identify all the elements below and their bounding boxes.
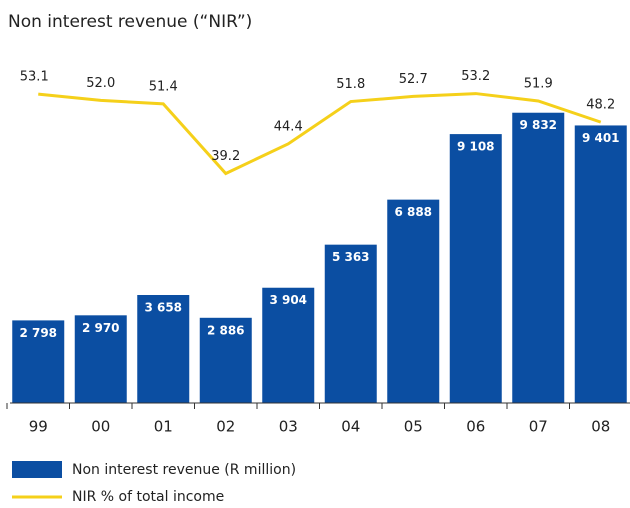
data-label: 52.0: [86, 76, 115, 91]
data-label: 53.2: [461, 69, 490, 84]
data-label: 2 970: [82, 321, 120, 335]
x-tick-label: 08: [591, 418, 610, 436]
bar: [199, 317, 252, 403]
x-tick-label: 03: [279, 418, 298, 436]
x-tick-label: 06: [466, 418, 485, 436]
bar: [387, 199, 440, 403]
data-label: 53.1: [20, 70, 49, 85]
data-label: 3 904: [269, 293, 307, 307]
legend-swatch: [12, 461, 62, 478]
x-tick-label: 07: [529, 418, 548, 436]
data-label: 51.4: [149, 79, 178, 94]
data-label: 2 886: [207, 323, 245, 337]
bar: [574, 125, 627, 404]
data-label: 9 401: [582, 131, 620, 145]
x-tick-label: 05: [404, 418, 423, 436]
bar: [74, 315, 127, 403]
data-label: 52.7: [399, 72, 428, 87]
data-label: 3 658: [144, 301, 182, 315]
data-label: 48.2: [586, 98, 615, 113]
data-label: 2 798: [19, 326, 57, 340]
x-tick-label: 99: [29, 418, 48, 436]
data-label: 9 832: [519, 118, 557, 132]
data-label: 9 108: [457, 140, 495, 154]
data-label: 51.8: [336, 77, 365, 92]
data-label: 44.4: [274, 119, 303, 134]
bar: [137, 295, 190, 403]
chart-title: Non interest revenue (“NIR”): [8, 12, 252, 32]
bar: [512, 112, 565, 404]
data-label: 5 363: [332, 250, 370, 264]
data-label: 6 888: [394, 205, 432, 219]
x-tick-label: 04: [341, 418, 360, 436]
bar: [12, 320, 65, 403]
data-label: 39.2: [211, 149, 240, 164]
x-tick-label: 02: [216, 418, 235, 436]
legend-label: Non interest revenue (R million): [72, 462, 296, 478]
data-label: 51.9: [524, 76, 553, 91]
legend-label: NIR % of total income: [72, 489, 224, 505]
x-tick-label: 01: [154, 418, 173, 436]
bar: [449, 134, 502, 403]
bar: [324, 244, 377, 403]
line: [38, 92, 602, 176]
x-tick-label: 00: [91, 418, 110, 436]
bar: [262, 287, 315, 403]
